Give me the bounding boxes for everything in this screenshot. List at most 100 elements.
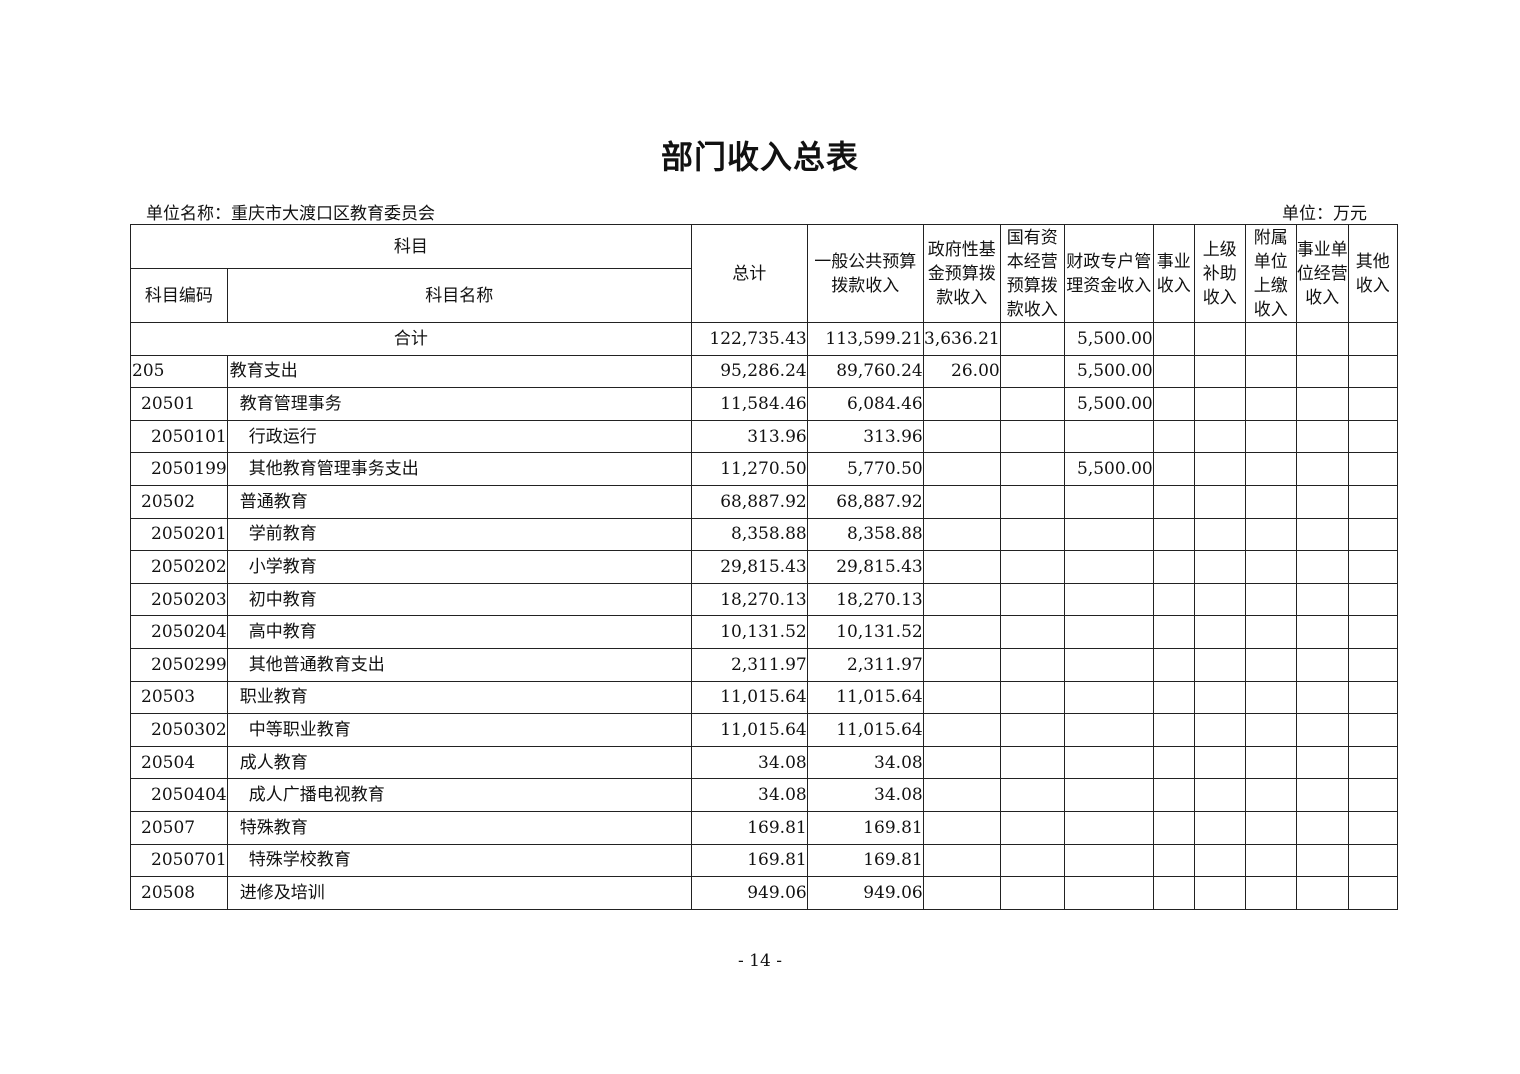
cell	[1295, 647, 1349, 682]
cell: 29,815.43	[806, 550, 924, 584]
cell	[922, 582, 1001, 617]
cell: 169.81	[690, 843, 808, 878]
cell: 5,500.00	[1063, 387, 1154, 421]
cell	[922, 615, 1001, 649]
cell	[1193, 810, 1246, 845]
cell	[999, 452, 1065, 486]
subject-code: 2050202	[130, 550, 228, 584]
cell	[1347, 354, 1398, 389]
cell	[999, 484, 1065, 519]
cell	[1244, 322, 1297, 356]
subject-code: 20504	[130, 745, 228, 780]
subject-code: 2050701	[130, 843, 228, 878]
subject-name: 职业教育	[226, 680, 692, 715]
subject-name: 其他教育管理事务支出	[226, 452, 692, 486]
cell: 34.08	[806, 778, 924, 812]
cell	[1347, 419, 1398, 454]
subject-code: 2050302	[130, 713, 228, 747]
header-column: 总计	[690, 224, 808, 323]
header-code: 科目编码	[130, 268, 228, 323]
cell	[922, 876, 1001, 910]
cell	[1295, 517, 1349, 552]
cell	[1152, 647, 1195, 682]
cell	[1193, 582, 1246, 617]
cell: 18,270.13	[806, 582, 924, 617]
header-column: 其他收入	[1347, 224, 1398, 323]
cell	[1244, 550, 1297, 584]
cell	[922, 517, 1001, 552]
cell	[1063, 615, 1154, 649]
cell	[999, 582, 1065, 617]
cell	[1295, 810, 1349, 845]
cell	[1193, 517, 1246, 552]
cell	[1193, 876, 1246, 910]
cell	[1193, 322, 1246, 356]
subject-name: 特殊学校教育	[226, 843, 692, 878]
cell: 122,735.43	[690, 322, 808, 356]
cell: 26.00	[922, 354, 1001, 389]
table-row: 205 教育支出 95,286.24 89,760.24 26.00 5,500.00	[130, 354, 1398, 389]
cell	[1244, 615, 1297, 649]
cell: 2,311.97	[806, 647, 924, 682]
cell	[1152, 354, 1195, 389]
cell	[1063, 843, 1154, 878]
cell	[999, 745, 1065, 780]
cell	[999, 680, 1065, 715]
cell	[1295, 582, 1349, 617]
subject-name: 教育支出	[226, 354, 692, 389]
cell	[1295, 419, 1349, 454]
cell	[922, 419, 1001, 454]
cell	[1295, 843, 1349, 878]
cell	[1295, 876, 1349, 910]
cell	[1347, 680, 1398, 715]
cell	[1347, 843, 1398, 878]
income-table: 科目 总计 一般公共预算拨款收入 政府性基金预算拨款收入 国有资本经营预算拨款收入 财政…	[130, 224, 1398, 910]
cell: 6,084.46	[806, 387, 924, 421]
table-row: 2050701 特殊学校教育 169.81 169.81	[130, 843, 1398, 878]
header-name: 科目名称	[226, 268, 692, 323]
cell	[1063, 550, 1154, 584]
table-row: 2050404 成人广播电视教育 34.08 34.08	[130, 778, 1398, 812]
cell	[999, 810, 1065, 845]
cell	[922, 387, 1001, 421]
subject-code: 2050201	[130, 517, 228, 552]
cell	[1244, 452, 1297, 486]
cell: 313.96	[690, 419, 808, 454]
table-row: 2050302 中等职业教育 11,015.64 11,015.64	[130, 713, 1398, 747]
cell: 29,815.43	[690, 550, 808, 584]
cell	[1152, 517, 1195, 552]
cell: 11,015.64	[806, 680, 924, 715]
header-column: 财政专户管理资金收入	[1063, 224, 1154, 323]
subject-code: 2050204	[130, 615, 228, 649]
cell: 11,015.64	[690, 680, 808, 715]
cell	[1244, 745, 1297, 780]
cell	[1152, 387, 1195, 421]
cell	[1193, 778, 1246, 812]
cell	[999, 713, 1065, 747]
cell	[1152, 615, 1195, 649]
cell: 34.08	[806, 745, 924, 780]
cell	[1347, 387, 1398, 421]
cell	[999, 387, 1065, 421]
cell: 11,584.46	[690, 387, 808, 421]
cell	[1063, 517, 1154, 552]
cell	[1244, 354, 1297, 389]
cell	[1295, 778, 1349, 812]
cell	[1193, 387, 1246, 421]
cell	[1244, 810, 1297, 845]
cell: 11,015.64	[690, 713, 808, 747]
subject-name: 小学教育	[226, 550, 692, 584]
cell	[922, 647, 1001, 682]
cell	[1063, 778, 1154, 812]
cell	[1244, 647, 1297, 682]
cell	[1295, 452, 1349, 486]
cell: 113,599.21	[806, 322, 924, 356]
cell	[922, 810, 1001, 845]
table-row: 20502 普通教育 68,887.92 68,887.92	[130, 484, 1398, 519]
cell	[1295, 550, 1349, 584]
cell	[1152, 419, 1195, 454]
cell	[999, 419, 1065, 454]
cell	[1152, 582, 1195, 617]
cell	[1152, 778, 1195, 812]
cell	[1347, 582, 1398, 617]
